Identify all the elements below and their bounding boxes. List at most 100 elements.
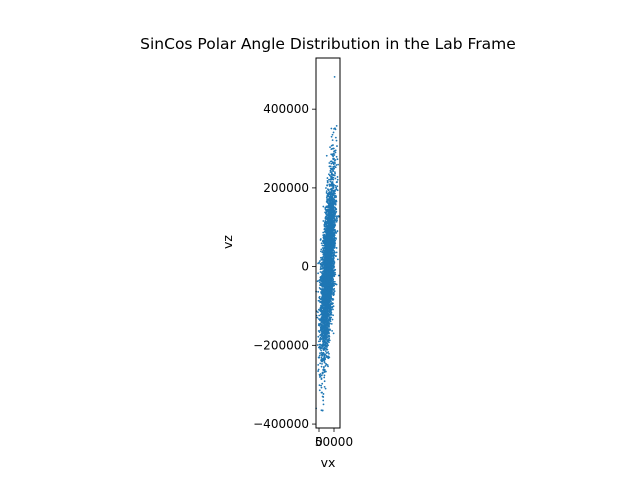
scatter-point xyxy=(323,308,326,310)
scatter-point xyxy=(334,221,336,224)
scatter-point xyxy=(335,195,338,198)
scatter-point xyxy=(324,347,327,350)
scatter-point xyxy=(327,356,330,359)
scatter-point xyxy=(318,354,321,357)
scatter-point xyxy=(334,215,337,218)
scatter-point xyxy=(322,266,325,269)
scatter-point xyxy=(318,389,321,392)
scatter-point xyxy=(322,236,325,239)
scatter-point xyxy=(333,75,336,78)
scatter-point xyxy=(321,251,324,254)
scatter-point xyxy=(321,273,324,276)
scatter-point xyxy=(333,251,336,254)
scatter-point xyxy=(329,169,332,172)
scatter-point xyxy=(323,254,326,257)
scatter-point xyxy=(323,299,326,302)
scatter-point xyxy=(327,278,330,281)
y-tick-label: 200000 xyxy=(263,181,309,195)
scatter-point xyxy=(320,337,322,340)
x-tick-label: 0 xyxy=(315,435,323,449)
scatter-point xyxy=(322,231,325,234)
scatter-point xyxy=(330,273,333,276)
scatter-point xyxy=(325,326,327,329)
scatter-point xyxy=(335,247,338,249)
scatter-point xyxy=(333,232,336,235)
scatter-point xyxy=(333,237,336,240)
scatter-point xyxy=(324,265,327,268)
scatter-point xyxy=(327,201,329,204)
scatter-point xyxy=(332,264,335,267)
scatter-point xyxy=(317,308,320,311)
scatter-point xyxy=(332,147,335,150)
scatter-point xyxy=(320,358,323,361)
scatter-point xyxy=(333,154,336,156)
scatter-point xyxy=(332,273,334,276)
scatter-point xyxy=(325,300,327,303)
scatter-point xyxy=(321,240,324,243)
scatter-point xyxy=(330,302,333,305)
scatter-point xyxy=(324,357,326,360)
scatter-point xyxy=(324,284,326,287)
scatter-point xyxy=(328,219,331,222)
scatter-point xyxy=(317,368,320,371)
scatter-point xyxy=(335,124,338,127)
scatter-point xyxy=(329,247,332,250)
scatter-point xyxy=(317,330,320,332)
scatter-point xyxy=(331,259,334,261)
scatter-point xyxy=(331,329,334,332)
scatter-point xyxy=(323,330,326,333)
x-axis-label: vx xyxy=(321,455,336,470)
scatter-point xyxy=(325,237,328,239)
scatter-point xyxy=(327,329,330,332)
scatter-point xyxy=(325,302,328,305)
scatter-point xyxy=(326,200,329,202)
scatter-point xyxy=(328,208,330,211)
scatter-point xyxy=(325,337,328,339)
scatter-point xyxy=(326,198,329,201)
scatter-point xyxy=(320,312,323,315)
scatter-point xyxy=(318,331,321,334)
scatter-point xyxy=(327,229,329,231)
scatter-point xyxy=(327,344,330,347)
scatter-point xyxy=(327,312,330,315)
scatter-point xyxy=(327,355,330,358)
scatter-point xyxy=(324,252,327,255)
scatter-point xyxy=(321,359,324,362)
scatter-point xyxy=(327,226,330,229)
scatter-point xyxy=(324,278,327,281)
scatter-point xyxy=(320,324,323,327)
scatter-point xyxy=(326,195,329,198)
scatter-point xyxy=(325,269,327,271)
scatter-point xyxy=(326,364,329,366)
scatter-point xyxy=(329,266,332,269)
scatter-point xyxy=(329,286,332,289)
scatter-point xyxy=(323,339,326,342)
scatter-point xyxy=(323,344,326,346)
scatter-point xyxy=(331,167,333,170)
scatter-point xyxy=(325,319,328,322)
scatter-point xyxy=(337,163,339,166)
scatter-point xyxy=(331,270,334,273)
scatter-point xyxy=(322,276,325,278)
scatter-point xyxy=(319,373,322,375)
scatter-point xyxy=(319,362,322,365)
scatter-point xyxy=(330,189,333,192)
scatter-point xyxy=(330,245,333,248)
scatter-point xyxy=(326,210,329,213)
scatter-point xyxy=(332,178,335,181)
scatter-point xyxy=(335,220,338,223)
scatter-point xyxy=(325,313,328,316)
scatter-point xyxy=(330,310,332,313)
plot-frame xyxy=(315,57,341,429)
scatter-point xyxy=(332,216,334,219)
scatter-point xyxy=(321,409,324,412)
scatter-point xyxy=(326,326,329,329)
scatter-point xyxy=(333,223,336,226)
y-tick-label: −200000 xyxy=(253,338,309,352)
scatter-point xyxy=(331,192,334,195)
scatter-point xyxy=(327,232,330,235)
scatter-point xyxy=(329,260,332,263)
scatter-point xyxy=(323,239,326,242)
scatter-point xyxy=(322,403,325,406)
